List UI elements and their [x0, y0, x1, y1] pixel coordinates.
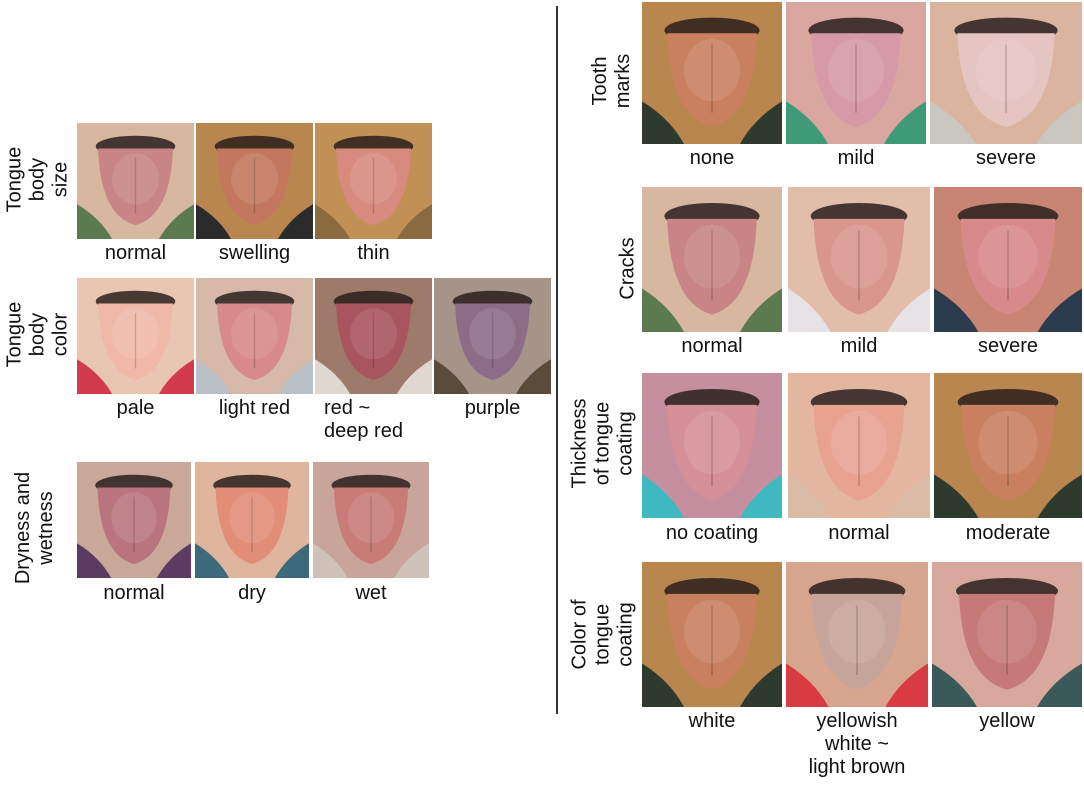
- caption: severe: [977, 335, 1039, 357]
- caption: swelling: [218, 242, 291, 264]
- label-line: body: [26, 157, 49, 202]
- label-line: body: [26, 312, 49, 357]
- tongue-photo: [196, 278, 313, 394]
- label-line: marks: [612, 53, 634, 109]
- caption: moderate: [965, 522, 1051, 544]
- label-line: size: [49, 161, 72, 198]
- label-line: Dryness and: [12, 471, 34, 585]
- label-line: of tongue: [591, 401, 614, 486]
- caption: thin: [357, 242, 390, 264]
- tongue-photo: [77, 462, 191, 578]
- caption: severe: [975, 147, 1037, 169]
- row-label-thickness: Thickness of tongue coating: [569, 389, 638, 499]
- caption: none: [689, 147, 735, 169]
- tongue-photo: [786, 2, 926, 144]
- tongue-photo: [315, 278, 432, 394]
- caption: light red: [218, 397, 291, 419]
- caption: pale: [116, 397, 155, 419]
- tongue-photo: [313, 462, 429, 578]
- caption: yellowish white ~ light brown: [808, 710, 906, 778]
- caption: wet: [355, 582, 387, 604]
- caption: normal: [103, 582, 165, 604]
- tongue-photo: [77, 123, 194, 239]
- label-line: wetness: [35, 491, 57, 565]
- tongue-photo: [434, 278, 551, 394]
- caption: purple: [464, 397, 521, 419]
- label-line: Tongue: [3, 301, 26, 368]
- row-label-cracks: Cracks: [617, 229, 640, 309]
- tongue-photo: [196, 123, 313, 239]
- tongue-photo: [932, 562, 1082, 707]
- tongue-photo: [642, 2, 782, 144]
- tongue-photo: [786, 562, 928, 707]
- row-label-body-size: Tongue body size: [4, 140, 73, 220]
- row-label-dryness: Dryness and wetness: [12, 463, 58, 593]
- caption: red ~ deep red: [324, 397, 403, 442]
- row-label-tooth-marks: Tooth marks: [589, 41, 635, 121]
- caption: mild: [837, 147, 875, 169]
- caption: normal: [828, 522, 890, 544]
- tongue-photo: [934, 373, 1082, 518]
- tongue-photo: [930, 2, 1082, 144]
- tongue-photo: [788, 373, 930, 518]
- caption: mild: [840, 335, 878, 357]
- caption: no coating: [665, 522, 759, 544]
- label-line: Thickness: [568, 398, 591, 489]
- tongue-photo: [788, 187, 930, 332]
- tongue-photo: [77, 278, 194, 394]
- row-label-body-color: Tongue body color: [4, 295, 73, 375]
- row-label-coating-color: Color of tongue coating: [569, 580, 638, 690]
- tongue-photo: [315, 123, 432, 239]
- caption: yellow: [979, 710, 1035, 732]
- caption: dry: [238, 582, 266, 604]
- tongue-photo: [195, 462, 309, 578]
- tongue-photo: [642, 187, 782, 332]
- caption: normal: [681, 335, 743, 357]
- label-line: Color of: [568, 599, 591, 670]
- caption: white: [688, 710, 736, 732]
- label-line: Cracks: [616, 237, 639, 300]
- label-line: coating: [614, 411, 637, 476]
- tongue-photo: [642, 562, 782, 707]
- tongue-photo: [934, 187, 1082, 332]
- panel-divider: [556, 6, 558, 714]
- label-line: Tongue: [3, 146, 26, 213]
- label-line: Tooth: [589, 56, 611, 106]
- tongue-photo: [642, 373, 782, 518]
- label-line: coating: [614, 602, 637, 667]
- label-line: tongue: [591, 603, 614, 666]
- caption: normal: [104, 242, 167, 264]
- label-line: color: [49, 312, 72, 357]
